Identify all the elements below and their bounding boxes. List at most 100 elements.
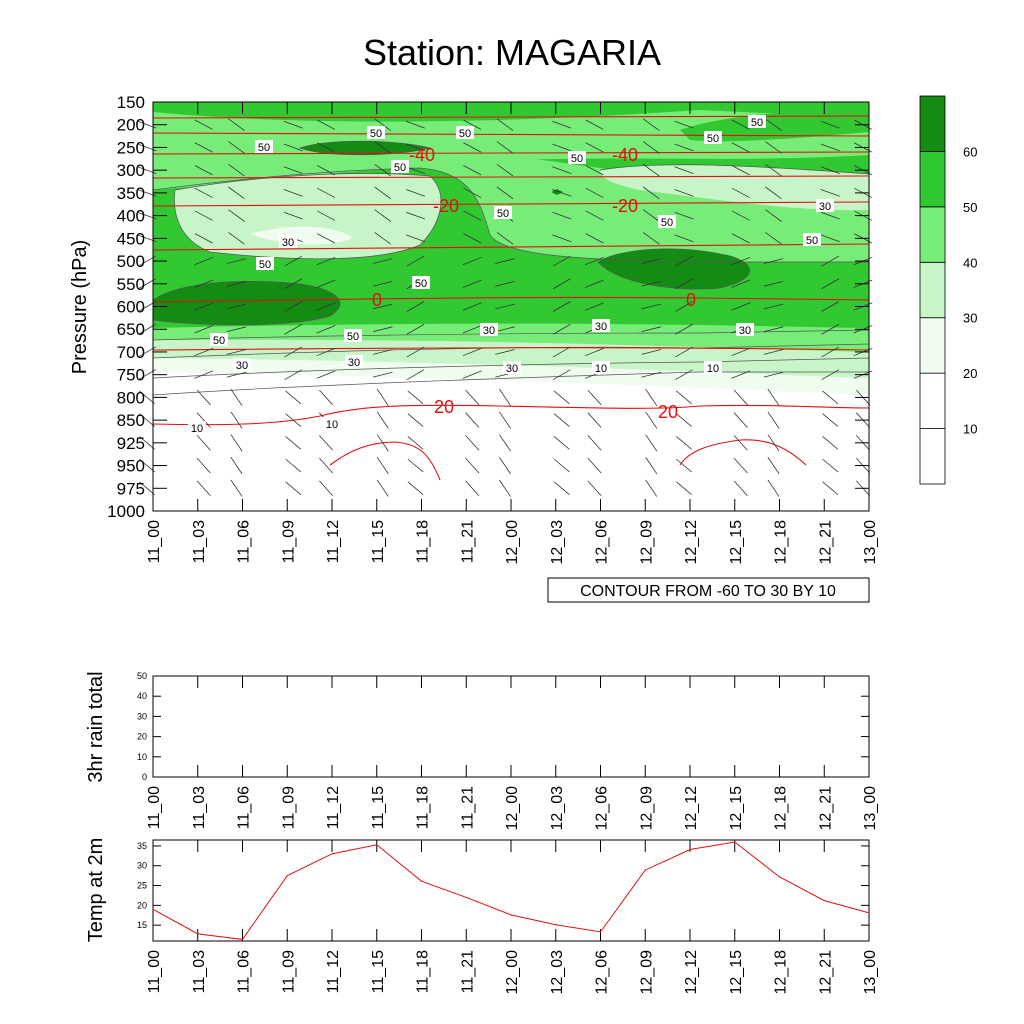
wind-barb bbox=[553, 413, 570, 427]
wind-barb bbox=[585, 256, 604, 266]
wind-barb bbox=[463, 165, 482, 176]
wind-barb bbox=[553, 390, 570, 405]
humidity-contour-label-bg bbox=[210, 333, 228, 346]
wind-barb bbox=[821, 346, 840, 358]
wind-barb bbox=[284, 323, 303, 335]
humidity-contour-label-bg bbox=[233, 358, 251, 371]
wind-barb bbox=[194, 256, 214, 266]
wind-barb bbox=[495, 258, 515, 264]
wind-barb bbox=[463, 233, 482, 244]
wind-barb bbox=[372, 349, 393, 355]
wind-barb bbox=[495, 349, 515, 355]
wind-barb bbox=[230, 434, 243, 452]
wind-barb bbox=[552, 120, 572, 129]
wind-barb bbox=[226, 371, 247, 378]
wind-barb bbox=[641, 303, 662, 310]
wind-barb bbox=[226, 280, 247, 287]
wind-barb bbox=[674, 211, 694, 220]
wind-barb bbox=[675, 346, 693, 358]
humidity-contour-label: 50 bbox=[571, 153, 583, 165]
cross-section-time-label: 13_00 bbox=[862, 520, 879, 565]
humidity-contour-label: 30 bbox=[282, 237, 294, 249]
wind-barb bbox=[765, 163, 782, 177]
cross-section-time-label: 12_03 bbox=[549, 520, 566, 565]
wind-barb bbox=[552, 255, 571, 267]
wind-barb bbox=[285, 481, 302, 496]
wind-barb bbox=[316, 165, 336, 176]
temperature-contour-label: 0 bbox=[686, 290, 696, 310]
wind-barb bbox=[499, 479, 511, 497]
wind-barb bbox=[284, 255, 303, 267]
wind-barb bbox=[820, 166, 840, 174]
wind-barb bbox=[587, 389, 602, 406]
temp-ytick-label: 35 bbox=[137, 841, 147, 851]
wind-barb bbox=[495, 303, 515, 310]
temp-time-label: 12_06 bbox=[594, 950, 611, 995]
wind-barb bbox=[675, 301, 693, 312]
temp-point bbox=[510, 914, 512, 916]
wind-barb bbox=[194, 347, 214, 357]
wind-barb bbox=[405, 189, 426, 197]
rain-time-label: 11_15 bbox=[370, 786, 387, 829]
wind-barb bbox=[196, 457, 211, 474]
wind-barb bbox=[553, 436, 570, 450]
rain-time-label: 12_21 bbox=[817, 786, 834, 831]
wind-barb bbox=[196, 412, 211, 428]
temp-time-label: 12_00 bbox=[504, 950, 521, 995]
humidity-contour-label: 50 bbox=[661, 217, 673, 229]
wind-barb bbox=[645, 388, 658, 406]
wind-barb bbox=[285, 413, 302, 427]
wind-barb bbox=[283, 189, 303, 197]
wind-barb bbox=[642, 163, 660, 177]
wind-barb bbox=[733, 457, 748, 474]
humidity-contour-label-bg bbox=[256, 257, 274, 270]
temperature-contour-label: 20 bbox=[434, 397, 454, 417]
wind-barb bbox=[499, 411, 511, 429]
wind-barb bbox=[374, 186, 392, 200]
wind-barb bbox=[194, 210, 213, 221]
wind-barb bbox=[674, 166, 694, 174]
wind-barb bbox=[230, 411, 243, 429]
wind-barb bbox=[822, 390, 839, 405]
cross-section-time-label: 11_06 bbox=[236, 520, 253, 563]
temp-point bbox=[331, 853, 333, 855]
wind-barb bbox=[767, 388, 780, 406]
wind-barb bbox=[645, 457, 658, 475]
humidity-contour-label-bg bbox=[503, 361, 521, 374]
wind-barb bbox=[406, 323, 425, 335]
wind-barb bbox=[316, 210, 336, 221]
pressure-tick-label: 700 bbox=[117, 343, 145, 362]
wind-barb bbox=[765, 232, 782, 245]
wind-barb bbox=[496, 232, 514, 245]
wind-barb bbox=[465, 412, 480, 428]
temp-point bbox=[644, 869, 646, 871]
wind-barb bbox=[226, 349, 247, 355]
wind-barb bbox=[406, 255, 425, 267]
colorbar-label: 30 bbox=[963, 311, 977, 326]
temp-axis-title: Temp at 2m bbox=[85, 838, 107, 942]
pressure-axis-title: Pressure (hPa) bbox=[69, 240, 91, 375]
pressure-tick-label: 850 bbox=[117, 411, 145, 430]
colorbar-label: 50 bbox=[963, 200, 977, 215]
temperature-contour-label: 20 bbox=[658, 402, 678, 422]
pressure-tick-label: 750 bbox=[117, 366, 145, 385]
wind-barb bbox=[407, 481, 424, 496]
wind-barb bbox=[495, 280, 515, 287]
wind-barb bbox=[552, 346, 571, 358]
pressure-tick-label: 400 bbox=[117, 207, 145, 226]
temperature-contour-label: -40 bbox=[612, 145, 638, 165]
temp-time-label: 11_03 bbox=[191, 950, 208, 993]
wind-barb bbox=[642, 209, 660, 222]
temp-point bbox=[286, 875, 288, 877]
colorbar-box bbox=[919, 317, 946, 374]
wind-barb bbox=[228, 163, 245, 177]
temp-point bbox=[152, 908, 154, 910]
temp-time-label: 12_03 bbox=[549, 950, 566, 995]
wind-barb bbox=[585, 279, 604, 288]
temp-point bbox=[241, 938, 244, 941]
temp-time-label: 12_21 bbox=[817, 950, 834, 995]
temp-time-label: 11_21 bbox=[459, 950, 476, 993]
rain-ytick-label: 30 bbox=[137, 711, 147, 721]
rain-axes: 0 10 20 30 40 50 11_00 11_03 11_06 11_09 11_12 11_1… bbox=[137, 671, 879, 831]
wind-barb bbox=[407, 458, 424, 473]
